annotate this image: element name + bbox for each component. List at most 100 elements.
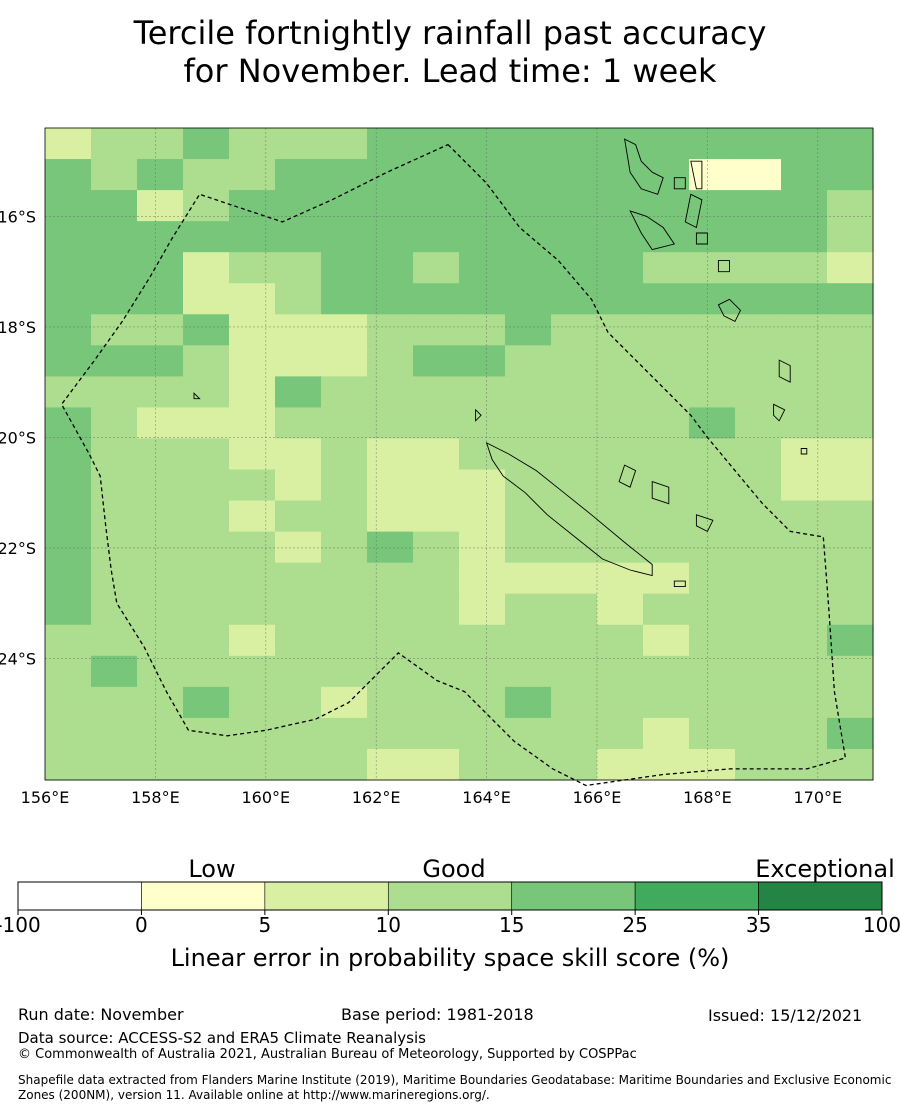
grid-cell	[643, 438, 690, 471]
grid-cell	[413, 252, 460, 284]
longitude-tick-label: 164°E	[462, 788, 511, 807]
grid-cell	[183, 686, 230, 719]
grid-cell	[505, 407, 552, 440]
grid-cell	[551, 624, 598, 657]
grid-cell	[321, 500, 368, 533]
skill-score-grid	[45, 128, 874, 781]
grid-cell	[91, 345, 138, 377]
grid-cell	[229, 345, 276, 377]
grid-cell	[459, 624, 506, 657]
grid-cell	[735, 376, 782, 409]
grid-cell	[137, 717, 184, 750]
grid-cell	[505, 438, 552, 471]
grid-cell	[459, 438, 506, 471]
map-frame	[44, 127, 874, 781]
grid-cell	[183, 221, 230, 253]
grid-cell	[137, 438, 184, 471]
grid-cell	[45, 593, 92, 626]
grid-cell	[735, 562, 782, 595]
grid-cell	[91, 376, 138, 409]
grid-cell	[413, 469, 460, 502]
grid-cell	[183, 252, 230, 284]
grid-cell	[735, 686, 782, 719]
grid-cell	[367, 438, 414, 471]
longitude-tick-label: 170°E	[793, 788, 842, 807]
grid-cell	[367, 593, 414, 626]
latitude-tick-label: 20°S	[0, 428, 36, 447]
grid-cell	[275, 407, 322, 440]
grid-cell	[183, 314, 230, 346]
grid-cell	[781, 252, 828, 284]
grid-cell	[183, 469, 230, 502]
grid-cell	[275, 128, 322, 160]
grid-cell	[229, 469, 276, 502]
grid-cell	[781, 221, 828, 253]
grid-cell	[183, 531, 230, 564]
grid-cell	[229, 314, 276, 346]
island-outline	[193, 392, 201, 400]
grid-cell	[45, 438, 92, 471]
grid-cell	[45, 314, 92, 346]
grid-cell	[505, 376, 552, 409]
grid-cell	[413, 407, 460, 440]
grid-cell	[459, 407, 506, 440]
grid-cell	[735, 500, 782, 533]
grid-cell	[597, 314, 644, 346]
grid-cell	[45, 190, 92, 222]
grid-cell	[45, 252, 92, 284]
grid-cell	[781, 717, 828, 750]
grid-cell	[229, 407, 276, 440]
grid-cell	[597, 438, 644, 471]
grid-cell	[551, 159, 598, 191]
grid-cell	[321, 221, 368, 253]
grid-cell	[459, 531, 506, 564]
grid-cell	[229, 376, 276, 409]
island-outline	[624, 138, 664, 195]
grid-cell	[183, 655, 230, 688]
grid-cell	[597, 190, 644, 222]
grid-cell	[597, 686, 644, 719]
grid-cell	[505, 283, 552, 315]
grid-cell	[183, 190, 230, 222]
grid-cell	[459, 221, 506, 253]
grid-cell	[597, 531, 644, 564]
grid-cell	[367, 159, 414, 191]
grid-cell	[229, 655, 276, 688]
grid-cell	[45, 345, 92, 377]
colorbar-segment	[634, 881, 759, 911]
grid-cell	[643, 252, 690, 284]
grid-cell	[45, 562, 92, 595]
grid-cell	[505, 748, 552, 781]
grid-cell	[551, 686, 598, 719]
grid-cell	[413, 655, 460, 688]
grid-cell	[551, 407, 598, 440]
grid-cell	[551, 593, 598, 626]
grid-cell	[735, 748, 782, 781]
colorbar-category-labels: Low Good Exceptional	[188, 855, 894, 883]
grid-cell	[459, 376, 506, 409]
grid-cell	[367, 314, 414, 346]
grid-cell	[45, 655, 92, 688]
grid-cell	[137, 531, 184, 564]
grid-cell	[183, 717, 230, 750]
grid-cell	[137, 190, 184, 222]
grid-cell	[275, 624, 322, 657]
grid-cell	[689, 190, 736, 222]
grid-cell	[551, 438, 598, 471]
grid-cell	[735, 593, 782, 626]
grid-cell	[643, 128, 690, 160]
grid-cell	[551, 376, 598, 409]
grid-cell	[413, 283, 460, 315]
grid-cell	[413, 376, 460, 409]
colorbar-category-label: Good	[422, 855, 485, 883]
grid-cell	[689, 128, 736, 160]
grid-cell	[689, 531, 736, 564]
grid-cell	[45, 531, 92, 564]
grid-cell	[91, 221, 138, 253]
grid-cell	[827, 593, 874, 626]
grid-cell	[413, 128, 460, 160]
grid-cell	[505, 314, 552, 346]
run-date: Run date: November	[18, 1005, 184, 1024]
grid-cell	[183, 283, 230, 315]
grid-cell	[505, 128, 552, 160]
